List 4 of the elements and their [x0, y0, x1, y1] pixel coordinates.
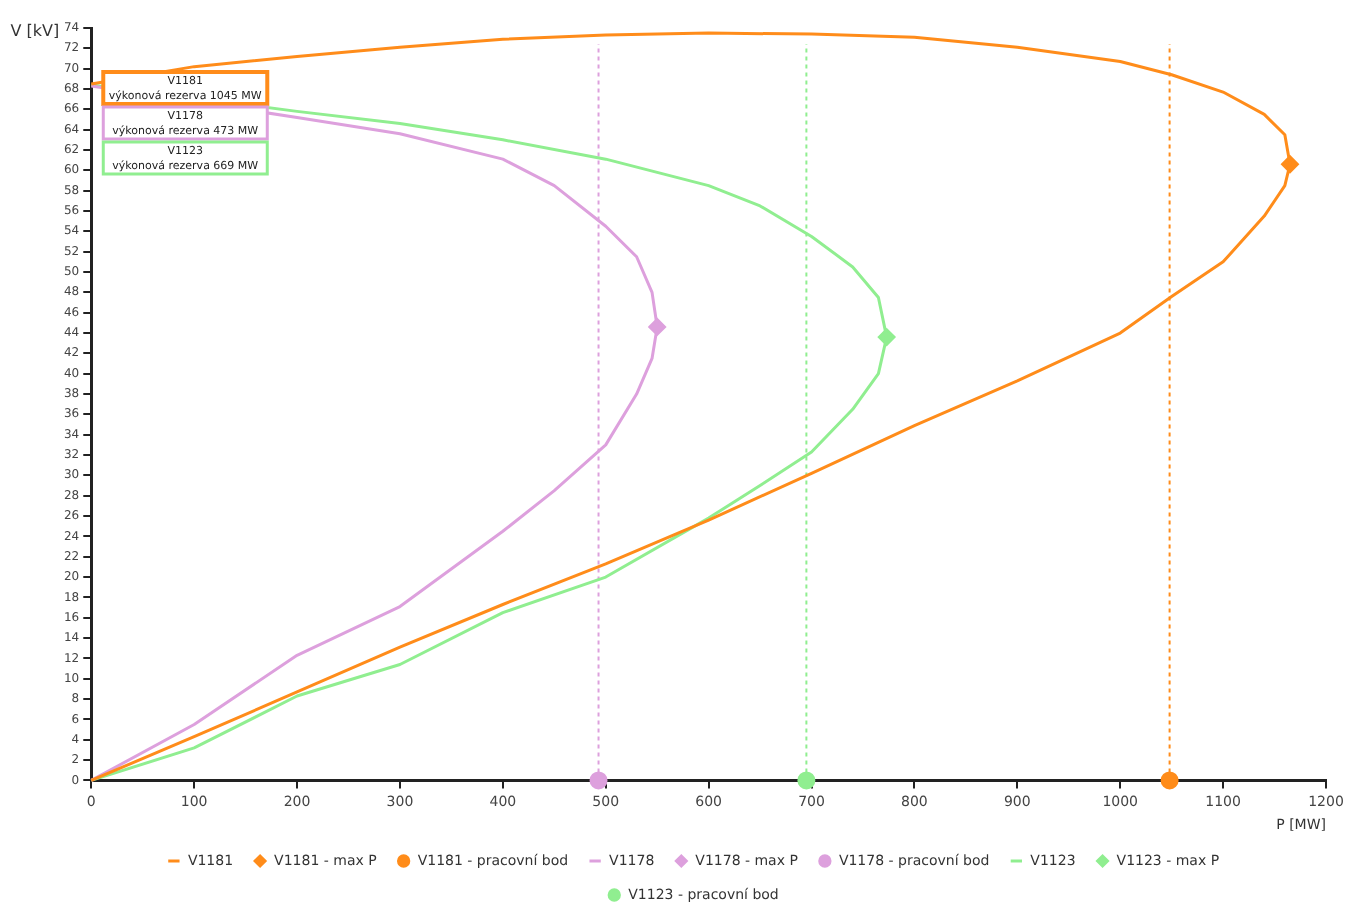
point — [797, 771, 816, 790]
point — [1160, 771, 1179, 790]
point — [589, 771, 608, 790]
y-axis-title: V [kV] — [10, 22, 60, 41]
